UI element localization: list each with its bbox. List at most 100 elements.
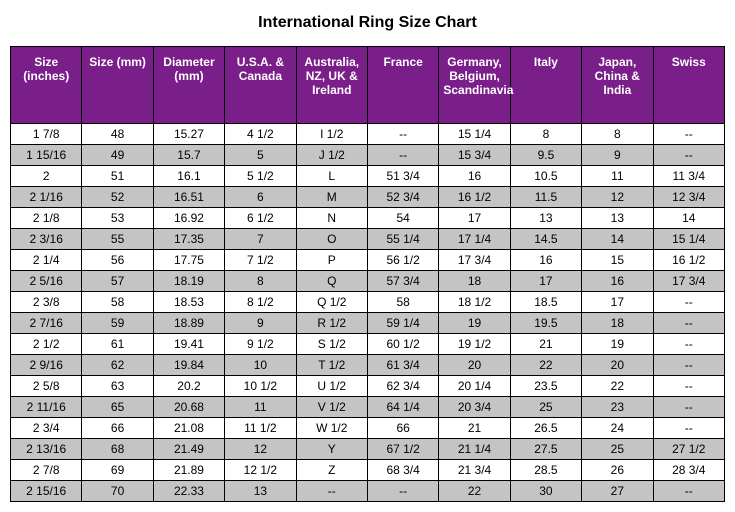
column-header: Germany, Belgium, Scandinavia [439,47,510,124]
table-row: 2 5/86320.210 1/2U 1/262 3/420 1/423.522… [11,376,725,397]
table-cell: 2 15/16 [11,481,82,502]
table-cell: 23 [582,397,653,418]
table-row: 2 1/165216.516M52 3/416 1/211.51212 3/4 [11,187,725,208]
table-cell: 49 [82,145,153,166]
table-cell: 27 1/2 [653,439,724,460]
table-cell: 67 1/2 [367,439,438,460]
table-cell: 18.53 [153,292,224,313]
table-cell: 18 1/2 [439,292,510,313]
column-header: Size (mm) [82,47,153,124]
ring-size-table: Size (inches)Size (mm)Diameter (mm)U.S.A… [10,46,725,502]
column-header: Swiss [653,47,724,124]
table-cell: 10 [225,355,296,376]
table-row: 2 1/45617.757 1/2P56 1/217 3/4161516 1/2 [11,250,725,271]
table-cell: 27 [582,481,653,502]
table-cell: 1 15/16 [11,145,82,166]
column-header: Japan, China & India [582,47,653,124]
table-cell: 8 1/2 [225,292,296,313]
table-cell: 2 1/16 [11,187,82,208]
column-header: U.S.A. & Canada [225,47,296,124]
table-cell: 16.1 [153,166,224,187]
table-cell: 2 7/8 [11,460,82,481]
table-cell: 17 [582,292,653,313]
table-cell: 59 [82,313,153,334]
table-cell: 27.5 [510,439,581,460]
column-header: Australia, NZ, UK & Ireland [296,47,367,124]
table-cell: 25 [510,397,581,418]
table-cell: 66 [82,418,153,439]
table-cell: J 1/2 [296,145,367,166]
table-cell: 5 1/2 [225,166,296,187]
table-cell: 16.92 [153,208,224,229]
column-header: Size (inches) [11,47,82,124]
table-cell: 28.5 [510,460,581,481]
table-cell: 18.89 [153,313,224,334]
table-cell: -- [653,313,724,334]
table-cell: -- [653,481,724,502]
table-cell: 20 [582,355,653,376]
table-cell: 25 [582,439,653,460]
table-cell: 70 [82,481,153,502]
table-cell: 13 [582,208,653,229]
table-cell: 2 1/2 [11,334,82,355]
table-cell: 60 1/2 [367,334,438,355]
table-cell: 15 1/4 [653,229,724,250]
table-cell: R 1/2 [296,313,367,334]
table-cell: 21.89 [153,460,224,481]
table-cell: 17 3/4 [439,250,510,271]
table-cell: 22 [439,481,510,502]
table-cell: -- [296,481,367,502]
table-cell: 12 [582,187,653,208]
table-cell: 23.5 [510,376,581,397]
table-cell: 9 1/2 [225,334,296,355]
table-cell: Y [296,439,367,460]
table-cell: M [296,187,367,208]
table-cell: 64 1/4 [367,397,438,418]
table-cell: 15 3/4 [439,145,510,166]
table-cell: 19.5 [510,313,581,334]
table-cell: -- [653,376,724,397]
table-cell: 21 1/4 [439,439,510,460]
table-cell: U 1/2 [296,376,367,397]
table-cell: 7 [225,229,296,250]
column-header: France [367,47,438,124]
table-cell: 55 1/4 [367,229,438,250]
table-cell: 18.5 [510,292,581,313]
table-cell: 51 3/4 [367,166,438,187]
table-cell: 5 [225,145,296,166]
table-cell: 9.5 [510,145,581,166]
table-cell: 61 [82,334,153,355]
table-cell: 16.51 [153,187,224,208]
table-cell: 58 [367,292,438,313]
table-cell: 11 [582,166,653,187]
table-cell: 2 1/8 [11,208,82,229]
table-cell: 20 [439,355,510,376]
table-cell: 14 [653,208,724,229]
table-cell: 62 3/4 [367,376,438,397]
table-row: 2 15/167022.3313----223027-- [11,481,725,502]
table-cell: 69 [82,460,153,481]
table-cell: 22.33 [153,481,224,502]
table-cell: 19 [582,334,653,355]
table-row: 2 1/26119.419 1/2S 1/260 1/219 1/22119-- [11,334,725,355]
table-cell: 57 [82,271,153,292]
table-row: 25116.15 1/2L51 3/41610.51111 3/4 [11,166,725,187]
table-cell: 58 [82,292,153,313]
table-row: 2 3/46621.0811 1/2W 1/2662126.524-- [11,418,725,439]
table-cell: W 1/2 [296,418,367,439]
table-row: 2 7/86921.8912 1/2Z68 3/421 3/428.52628 … [11,460,725,481]
table-cell: 8 [225,271,296,292]
table-cell: 11 [225,397,296,418]
table-cell: 15 1/4 [439,124,510,145]
table-cell: T 1/2 [296,355,367,376]
table-cell: -- [653,124,724,145]
table-cell: 66 [367,418,438,439]
table-cell: -- [653,418,724,439]
table-cell: 48 [82,124,153,145]
table-cell: 15.7 [153,145,224,166]
table-cell: 8 [510,124,581,145]
table-cell: Z [296,460,367,481]
table-cell: 18.19 [153,271,224,292]
table-cell: 54 [367,208,438,229]
table-cell: 19 1/2 [439,334,510,355]
